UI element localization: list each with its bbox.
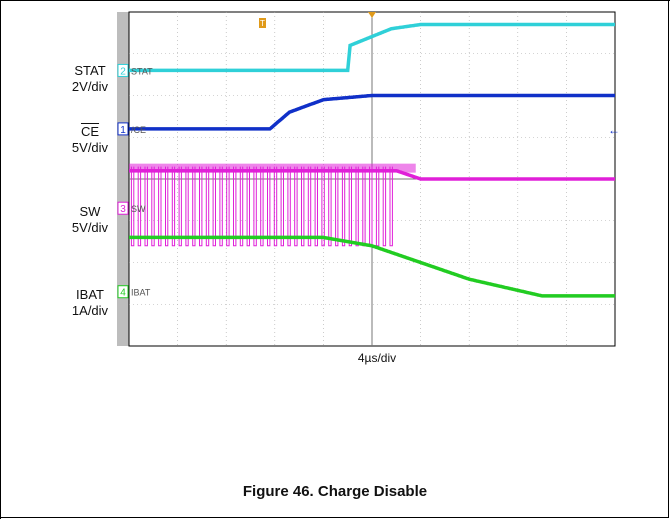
stat-label: STAT 2V/div [70, 63, 110, 95]
marker-number: 4 [120, 288, 126, 299]
marker-number: 1 [120, 125, 126, 136]
stat-scale: 2V/div [71, 79, 109, 94]
trace-ibat [129, 235, 615, 298]
traces [129, 22, 615, 298]
marker-text: /CE [131, 125, 146, 135]
marker-text: STAT [131, 66, 153, 76]
ibat-label: IBAT 1A/div [68, 287, 112, 319]
svg-text:T: T [260, 19, 265, 28]
ibat-name: IBAT [76, 287, 104, 302]
x-scale-label: 4µs/div [357, 351, 397, 365]
marker-ce: 1/CE [117, 122, 146, 136]
marker-ibat: 4 IBAT [117, 285, 151, 299]
sw-scale: 5V/div [71, 220, 109, 235]
ce-name: CE [80, 124, 100, 139]
marker-box [117, 285, 129, 299]
sw-name: SW [79, 204, 101, 219]
marker-stat: 2 STAT [117, 63, 153, 77]
marker-number: 3 [120, 204, 126, 215]
marker-text: SW [131, 204, 146, 214]
ibat-scale: 1A/div [71, 303, 109, 318]
trigger-position-marker: T [259, 18, 266, 28]
trigger-level-arrow-icon: ← [608, 123, 620, 137]
oscilloscope-plot: 2 STAT 1/CE 3 SW 4 IBAT T ← [117, 11, 620, 347]
ce-label: CE 5V/div [68, 124, 112, 156]
marker-number: 2 [120, 66, 126, 77]
sw-label: SW 5V/div [68, 204, 112, 236]
frame-left [0, 0, 1, 519]
marker-sw: 3 SW [117, 201, 146, 215]
trigger-time-marker [368, 12, 376, 18]
marker-box [117, 122, 129, 136]
marker-box [117, 63, 129, 77]
sw-ringing-band [129, 163, 416, 173]
channel-markers: 2 STAT 1/CE 3 SW 4 IBAT [117, 63, 153, 299]
trace-ce [129, 93, 615, 131]
left-gray-bar [117, 12, 129, 346]
marker-text: IBAT [131, 288, 151, 298]
marker-box [117, 201, 129, 215]
ce-scale: 5V/div [71, 140, 109, 155]
trace-stat [129, 22, 615, 73]
figure-caption: Figure 46. Charge Disable [242, 483, 428, 500]
frame-top [0, 0, 670, 1]
stat-name: STAT [74, 63, 106, 78]
